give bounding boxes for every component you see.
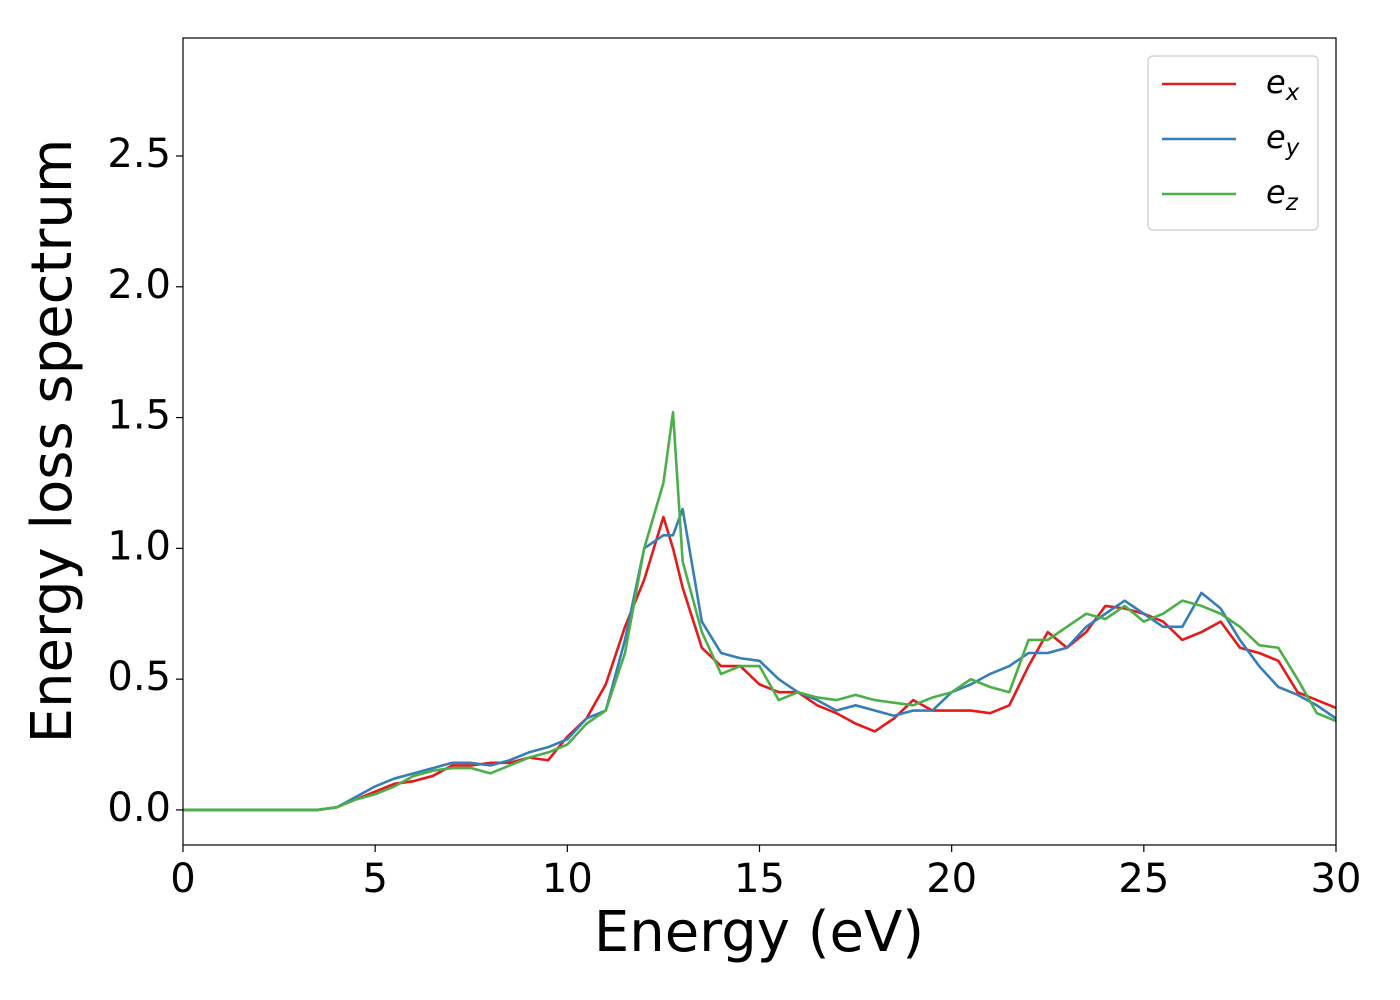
x-tick-label: 5 bbox=[362, 856, 387, 902]
x-tick-label: 0 bbox=[170, 856, 195, 902]
legend-label: ey bbox=[1266, 118, 1300, 161]
x-axis-label: Energy (eV) bbox=[594, 900, 924, 965]
x-tick-label: 10 bbox=[542, 856, 593, 902]
x-tick-label: 25 bbox=[1118, 856, 1169, 902]
legend-box bbox=[1147, 55, 1319, 231]
y-tick-label: 0.5 bbox=[107, 654, 171, 700]
y-tick-label: 2.5 bbox=[107, 131, 171, 177]
plot-frame bbox=[182, 37, 1337, 846]
y-tick-label: 1.0 bbox=[107, 523, 171, 569]
legend-label: ex bbox=[1266, 63, 1300, 106]
y-tick-label: 0.0 bbox=[107, 785, 171, 831]
y-tick-label: 2.0 bbox=[107, 262, 171, 308]
x-tick-label: 30 bbox=[1311, 856, 1362, 902]
series-line bbox=[183, 515, 1336, 812]
series-line bbox=[183, 507, 1336, 812]
y-tick-label: 1.5 bbox=[107, 393, 171, 439]
x-tick-label: 20 bbox=[926, 856, 977, 902]
y-axis-label: Energy loss spectrum bbox=[20, 139, 85, 744]
plot-lines bbox=[183, 411, 1336, 812]
legend-label: ez bbox=[1266, 173, 1299, 216]
series-line bbox=[183, 411, 1336, 812]
x-tick-label: 15 bbox=[734, 856, 785, 902]
